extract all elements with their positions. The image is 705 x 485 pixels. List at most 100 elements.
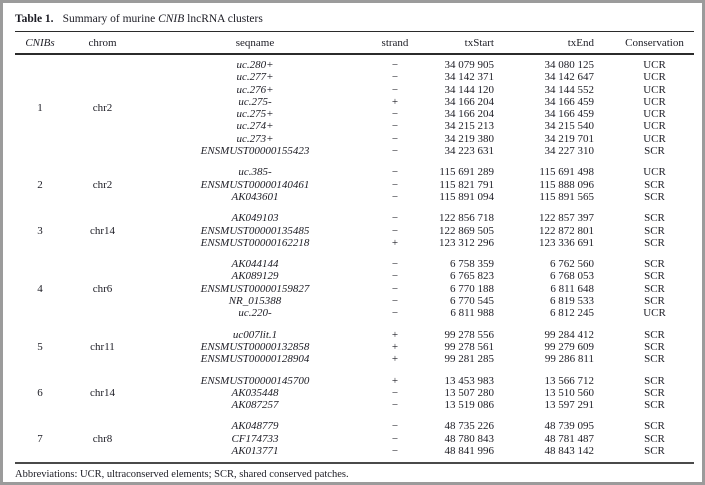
- strand-cell: −: [391, 445, 399, 458]
- table-row: ENSMUST00000155423 − 34 223 631 34 227 3…: [140, 145, 694, 157]
- seqname-cell: AK049103: [231, 212, 279, 225]
- txend-cell: 34 166 459: [544, 95, 595, 108]
- seqname-cell: uc.273+: [236, 132, 274, 145]
- strand-cell: −: [391, 224, 399, 237]
- txstart-cell: 34 144 120: [444, 83, 495, 96]
- seqname-cell: AK089129: [231, 270, 279, 283]
- strand-cell: −: [391, 71, 399, 84]
- txstart-cell: 6 811 988: [450, 307, 494, 320]
- table-row: uc.385- − 115 691 289 115 691 498 UCR: [140, 166, 694, 178]
- txstart-cell: 115 691 289: [439, 166, 494, 179]
- conservation-cell: UCR: [643, 307, 666, 320]
- conservation-cell: SCR: [644, 374, 665, 387]
- txstart-cell: 13 519 086: [444, 399, 495, 412]
- table-row: NR_015388 − 6 770 545 6 819 533 SCR: [140, 295, 694, 307]
- strand-cell: −: [391, 307, 399, 320]
- seqname-cell: ENSMUST00000128904: [200, 353, 310, 366]
- seqname-cell: AK043601: [231, 190, 279, 203]
- strand-cell: −: [391, 420, 399, 433]
- cluster-chrom-cell: chr14: [89, 224, 116, 237]
- table-row: uc.274+ − 34 215 213 34 215 540 UCR: [140, 120, 694, 132]
- txstart-cell: 48 780 843: [444, 432, 495, 445]
- seqname-cell: ENSMUST00000159827: [200, 282, 310, 295]
- conservation-cell: SCR: [644, 258, 665, 271]
- txstart-cell: 123 312 296: [439, 236, 494, 249]
- txstart-cell: 34 166 204: [444, 108, 495, 121]
- conservation-cell: UCR: [643, 71, 666, 84]
- txstart-cell: 13 507 280: [444, 386, 495, 399]
- header-chrom: chrom: [88, 36, 117, 49]
- cluster-id-cell: 4: [37, 282, 43, 295]
- strand-cell: −: [391, 386, 399, 399]
- table-row: ENSMUST00000140461 − 115 821 791 115 888…: [140, 179, 694, 191]
- txstart-cell: 34 215 213: [444, 120, 495, 133]
- table-number-label: Table 1.: [15, 13, 54, 25]
- cluster-chrom-cell: chr6: [92, 282, 113, 295]
- table-footnote: Abbreviations: UCR, ultraconserved eleme…: [15, 469, 349, 481]
- txstart-cell: 48 735 226: [444, 420, 495, 433]
- txstart-cell: 34 219 380: [444, 132, 495, 145]
- table-row: ENSMUST00000145700 + 13 453 983 13 566 7…: [140, 375, 694, 387]
- table-row: ENSMUST00000135485 − 122 869 505 122 872…: [140, 225, 694, 237]
- seqname-cell: uc.275-: [238, 95, 272, 108]
- conservation-cell: SCR: [644, 399, 665, 412]
- table-caption-pre: Summary of murine: [62, 13, 159, 25]
- txstart-cell: 99 281 285: [444, 353, 495, 366]
- table-row: AK087257 − 13 519 086 13 597 291 SCR: [140, 399, 694, 411]
- table-caption-post: lncRNA clusters: [184, 13, 263, 25]
- txend-cell: 34 227 310: [544, 145, 595, 158]
- cluster-id-cell: 1: [37, 102, 43, 115]
- cluster-id-cell: 5: [37, 341, 43, 354]
- txstart-cell: 122 869 505: [439, 224, 494, 237]
- seqname-cell: AK013771: [231, 445, 279, 458]
- cluster-rows: uc.280+ − 34 079 905 34 080 125 UCR uc.2…: [140, 59, 694, 157]
- seqname-cell: ENSMUST00000162218: [200, 236, 310, 249]
- cluster-group: 5 chr11 uc007lit.1 + 99 278 556 99 284 4…: [15, 329, 694, 366]
- txend-cell: 99 286 811: [544, 353, 594, 366]
- seqname-cell: uc.277+: [236, 71, 274, 84]
- cluster-group: 2 chr2 uc.385- − 115 691 289 115 691 498…: [15, 166, 694, 203]
- title-divider: [15, 31, 694, 32]
- txstart-cell: 99 278 556: [444, 328, 495, 341]
- conservation-cell: SCR: [644, 340, 665, 353]
- table-row: ENSMUST00000159827 − 6 770 188 6 811 648…: [140, 283, 694, 295]
- txstart-cell: 34 166 204: [444, 95, 495, 108]
- strand-cell: −: [391, 59, 399, 71]
- seqname-cell: ENSMUST00000155423: [200, 145, 310, 158]
- strand-cell: −: [391, 120, 399, 133]
- txend-cell: 13 566 712: [544, 374, 595, 387]
- cluster-group: 4 chr6 AK044144 − 6 758 359 6 762 560 SC…: [15, 258, 694, 319]
- txend-cell: 13 597 291: [544, 399, 595, 412]
- strand-cell: −: [391, 295, 399, 308]
- header-conservation: Conservation: [625, 36, 684, 49]
- header-txend: txEnd: [567, 36, 594, 49]
- conservation-cell: SCR: [644, 178, 665, 191]
- conservation-cell: SCR: [644, 282, 665, 295]
- conservation-cell: UCR: [643, 166, 666, 179]
- seqname-cell: ENSMUST00000132858: [200, 340, 310, 353]
- strand-cell: +: [391, 95, 399, 108]
- txend-cell: 99 279 609: [544, 340, 595, 353]
- table-body: 1 chr2 uc.280+ − 34 079 905 34 080 125 U…: [15, 55, 694, 457]
- cluster-rows: AK049103 − 122 856 718 122 857 397 SCR E…: [140, 212, 694, 249]
- cluster-rows: uc007lit.1 + 99 278 556 99 284 412 SCR E…: [140, 329, 694, 366]
- cluster-group: 1 chr2 uc.280+ − 34 079 905 34 080 125 U…: [15, 59, 694, 157]
- txstart-cell: 6 758 359: [450, 258, 494, 271]
- table-row: AK043601 − 115 891 094 115 891 565 SCR: [140, 191, 694, 203]
- seqname-cell: uc.280+: [236, 59, 274, 71]
- cluster-chrom-cell: chr14: [89, 386, 116, 399]
- txstart-cell: 6 770 545: [450, 295, 494, 308]
- txend-cell: 34 219 701: [544, 132, 595, 145]
- txstart-cell: 34 079 905: [444, 59, 495, 71]
- conservation-cell: SCR: [644, 270, 665, 283]
- strand-cell: −: [391, 108, 399, 121]
- table-title: Table 1. Summary of murine CNIB lncRNA cl…: [15, 9, 694, 27]
- txend-cell: 48 739 095: [544, 420, 595, 433]
- txend-cell: 123 336 691: [539, 236, 594, 249]
- conservation-cell: SCR: [644, 295, 665, 308]
- strand-cell: −: [391, 145, 399, 158]
- conservation-cell: UCR: [643, 132, 666, 145]
- strand-cell: −: [391, 282, 399, 295]
- cluster-group: 7 chr8 AK048779 − 48 735 226 48 739 095 …: [15, 420, 694, 457]
- strand-cell: +: [391, 374, 399, 387]
